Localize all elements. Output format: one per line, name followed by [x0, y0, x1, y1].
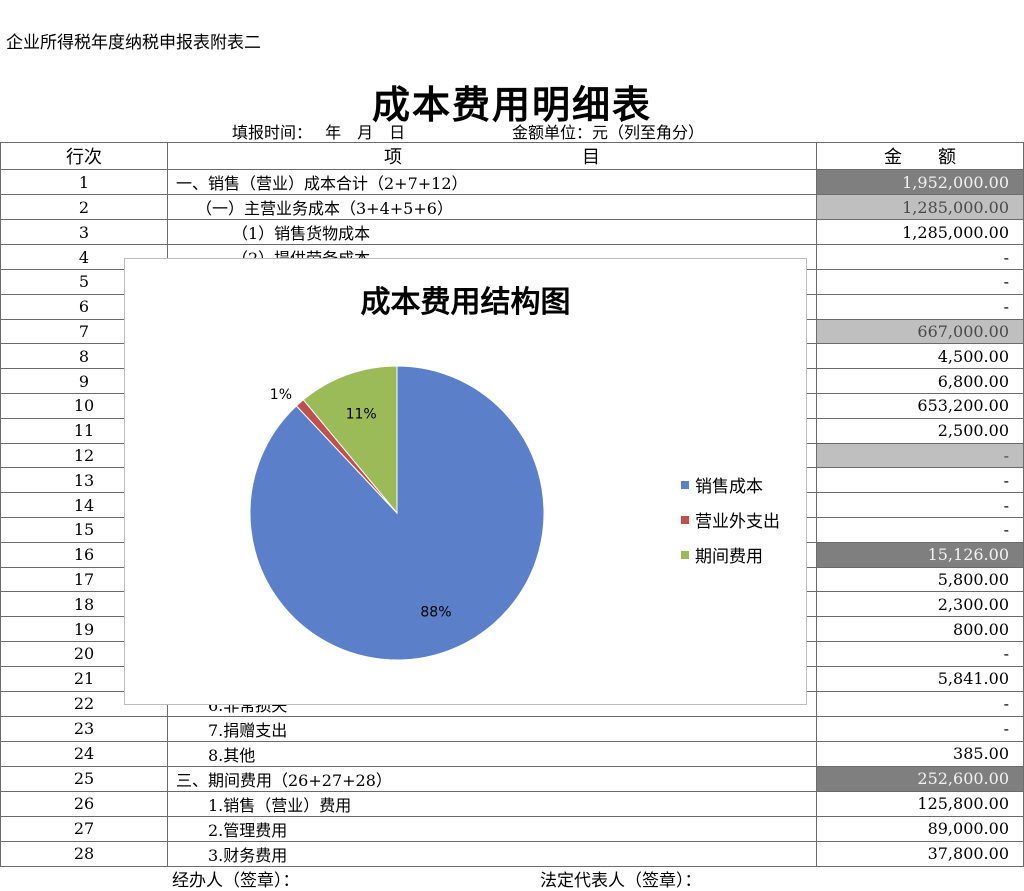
table-header-row: 行次 项 目 金 额	[0, 142, 1024, 170]
row-number-cell: 1	[0, 169, 168, 195]
pie-data-label: 88%	[420, 604, 451, 620]
item-cell: （一）主营业务成本（3+4+5+6）	[167, 194, 817, 220]
item-cell: 一、销售（营业）成本合计（2+7+12）	[167, 169, 817, 195]
table-row: 23 7.捐赠支出 -	[0, 715, 1024, 742]
chart-title: 成本费用结构图	[360, 285, 571, 320]
item-cell: 7.捐赠支出	[167, 715, 817, 742]
fill-time-label: 填报时间： 年 月 日	[232, 123, 406, 142]
item-cell: 1.销售（营业）费用	[167, 790, 817, 817]
table-row: 28 3.财务费用 37,800.00	[0, 840, 1024, 867]
amount-cell: -	[816, 640, 1024, 667]
item-cell: 2.管理费用	[167, 815, 817, 842]
item-cell: 8.其他	[167, 740, 817, 767]
cost-structure-chart[interactable]: 成本费用结构图 88% 1% 11% 销售成本营业外支出期间费用	[124, 258, 807, 705]
amount-cell: 385.00	[816, 740, 1024, 767]
table-row: 27 2.管理费用 89,000.00	[0, 815, 1024, 842]
amount-cell: 4,500.00	[816, 343, 1024, 370]
column-header-item: 项 目	[167, 142, 817, 170]
row-number-cell: 25	[0, 765, 168, 792]
row-number-cell: 24	[0, 740, 168, 767]
legal-rep-signature-label: 法定代表人（签章）：	[540, 871, 702, 891]
legend-swatch	[681, 480, 689, 489]
amount-cell: -	[816, 516, 1024, 543]
item-cell: 3.财务费用	[167, 840, 817, 867]
chart-legend: 销售成本营业外支出期间费用	[681, 467, 780, 572]
amount-cell: 653,200.00	[816, 392, 1024, 419]
amount-cell: 800.00	[816, 616, 1024, 642]
row-number-cell: 26	[0, 790, 168, 817]
amount-cell: -	[816, 244, 1024, 270]
amount-cell: 252,600.00	[816, 765, 1024, 792]
amount-cell: 37,800.00	[816, 840, 1024, 867]
amount-cell: 667,000.00	[816, 318, 1024, 345]
amount-cell: -	[816, 269, 1024, 295]
form-caption: 企业所得税年度纳税申报表附表二	[6, 33, 261, 53]
amount-cell: -	[816, 293, 1024, 320]
legend-swatch	[681, 550, 689, 559]
row-number-cell: 2	[0, 194, 168, 220]
pie-slice	[302, 365, 398, 515]
legend-label: 销售成本	[695, 477, 763, 497]
table-row: 1 一、销售（营业）成本合计（2+7+12） 1,952,000.00	[0, 169, 1024, 195]
legend-item: 销售成本	[681, 467, 780, 502]
amount-cell: 125,800.00	[816, 790, 1024, 817]
row-number-cell: 27	[0, 815, 168, 842]
item-cell: （1）销售货物成本	[167, 219, 817, 245]
table-row: 26 1.销售（营业）费用 125,800.00	[0, 790, 1024, 817]
amount-cell: -	[816, 467, 1024, 494]
table-row: 3 （1）销售货物成本 1,285,000.00	[0, 219, 1024, 245]
amount-cell: -	[816, 690, 1024, 717]
amount-cell: 5,841.00	[816, 665, 1024, 692]
item-cell: 三、期间费用（26+27+28）	[167, 765, 817, 792]
amount-cell: 15,126.00	[816, 541, 1024, 568]
amount-cell: -	[816, 442, 1024, 469]
pie-data-label: 1%	[270, 387, 292, 403]
legend-label: 期间费用	[695, 547, 763, 567]
legend-label: 营业外支出	[695, 512, 780, 532]
amount-cell: 5,800.00	[816, 566, 1024, 593]
column-header-amount: 金 额	[816, 142, 1024, 170]
legend-item: 营业外支出	[681, 502, 780, 537]
pie-data-label: 11%	[346, 406, 377, 422]
amount-cell: -	[816, 715, 1024, 742]
legend-item: 期间费用	[681, 537, 780, 572]
table-row: 25 三、期间费用（26+27+28） 252,600.00	[0, 765, 1024, 792]
table-row: 24 8.其他 385.00	[0, 740, 1024, 767]
amount-cell: 2,300.00	[816, 591, 1024, 618]
amount-cell: 6,800.00	[816, 368, 1024, 394]
amount-unit-label: 金额单位：元（列至角分）	[512, 123, 705, 142]
amount-cell: 2,500.00	[816, 417, 1024, 444]
amount-cell: -	[816, 492, 1024, 518]
amount-cell: 1,285,000.00	[816, 194, 1024, 220]
column-header-row-number: 行次	[0, 142, 168, 170]
row-number-cell: 3	[0, 219, 168, 245]
row-number-cell: 28	[0, 840, 168, 867]
pie-chart: 88% 1% 11%	[249, 365, 545, 661]
legend-swatch	[681, 515, 689, 524]
row-number-cell: 23	[0, 715, 168, 742]
page-title: 成本费用明细表	[371, 82, 652, 127]
handler-signature-label: 经办人（签章）：	[172, 871, 300, 891]
amount-cell: 89,000.00	[816, 815, 1024, 842]
amount-cell: 1,952,000.00	[816, 169, 1024, 195]
amount-cell: 1,285,000.00	[816, 219, 1024, 245]
table-row: 2 （一）主营业务成本（3+4+5+6） 1,285,000.00	[0, 194, 1024, 220]
